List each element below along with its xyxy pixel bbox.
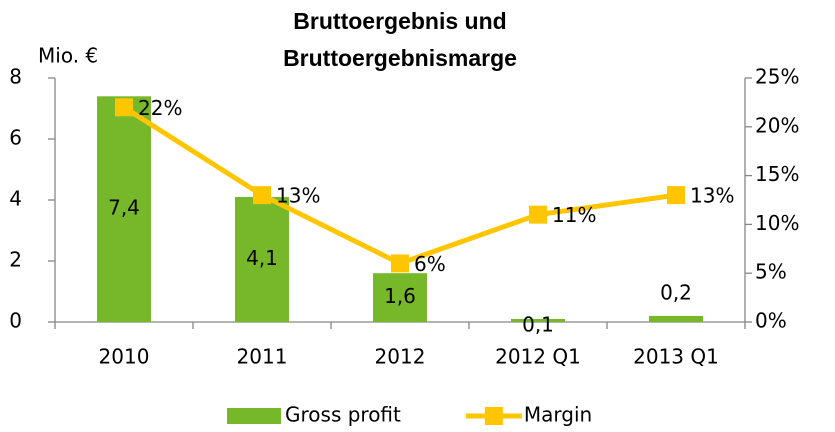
line xyxy=(122,105,677,267)
data-label: 22% xyxy=(138,96,182,120)
y2-tick-label: 10% xyxy=(755,211,799,235)
bar xyxy=(511,318,565,322)
bar xyxy=(373,273,427,322)
data-label: 13% xyxy=(276,184,320,208)
data-label: 11% xyxy=(552,203,596,227)
legend-swatch xyxy=(484,407,503,425)
legend-label: Margin xyxy=(524,403,592,427)
legend-label: Gross profit xyxy=(285,403,401,427)
y2-tick-label: 25% xyxy=(755,65,799,89)
marker xyxy=(253,186,271,205)
x-tick-label: 2013 Q1 xyxy=(633,345,719,369)
marker xyxy=(667,186,685,205)
data-label: 0,1 xyxy=(522,313,554,337)
data-label: 7,4 xyxy=(108,196,140,220)
x-tick-label: 2010 xyxy=(99,345,150,369)
bar xyxy=(649,315,703,322)
marker xyxy=(115,98,133,117)
data-label: 1,6 xyxy=(384,284,416,308)
legend-swatch xyxy=(227,408,281,424)
y-tick-label: 6 xyxy=(9,126,22,150)
x-tick-label: 2012 Q1 xyxy=(495,345,581,369)
y-tick-label: 2 xyxy=(9,248,22,272)
data-label: 13% xyxy=(690,184,734,208)
y2-tick-label: 0% xyxy=(755,309,787,333)
y-axis-label: Mio. € xyxy=(38,44,98,68)
x-tick-label: 2011 xyxy=(237,345,288,369)
data-label: 6% xyxy=(414,252,446,276)
marker xyxy=(529,205,547,224)
bar xyxy=(235,196,289,322)
x-tick-label: 2012 xyxy=(375,345,426,369)
chart-title: Bruttoergebnismarge xyxy=(283,45,517,71)
data-label: 0,2 xyxy=(660,280,692,304)
data-label: 4,1 xyxy=(246,246,278,270)
y2-tick-label: 15% xyxy=(755,162,799,186)
y-tick-label: 4 xyxy=(9,187,22,211)
y-tick-label: 0 xyxy=(9,309,22,333)
marker xyxy=(391,254,409,273)
y2-tick-label: 20% xyxy=(755,113,799,137)
y2-tick-label: 5% xyxy=(755,260,787,284)
bar xyxy=(97,96,151,322)
chart-title: Bruttoergebnis und xyxy=(293,8,506,34)
y-tick-label: 8 xyxy=(9,65,22,89)
